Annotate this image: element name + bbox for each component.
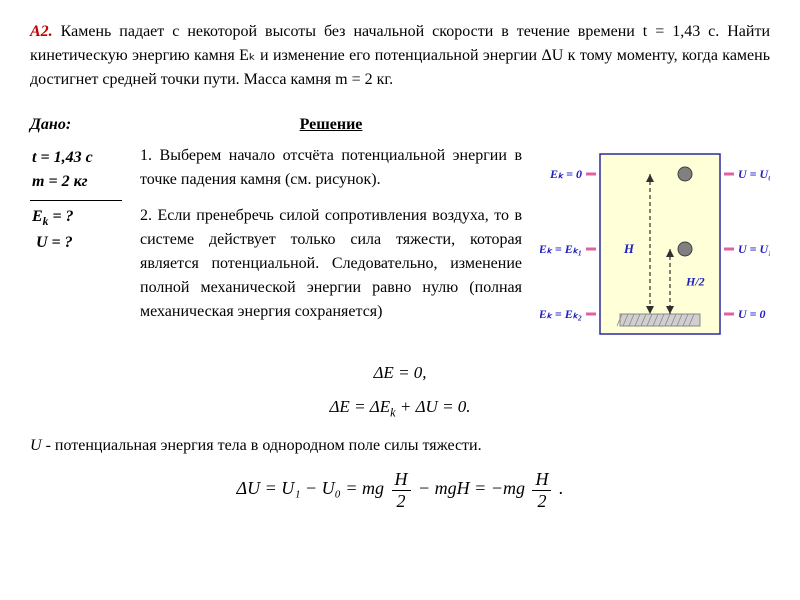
given-title: Дано: xyxy=(30,116,122,134)
solution-p1: 1. Выберем начало отсчёта потенциальной … xyxy=(140,144,522,192)
final-equation: ΔU = U₁ − U₀ = mg H 2 − mgH = −mg H 2 . xyxy=(30,469,770,512)
find-ek-rhs: = ? xyxy=(48,208,73,225)
given-m: m = 2 кг xyxy=(32,170,120,194)
fraction-h2-b: H 2 xyxy=(532,469,551,512)
potential-energy-note: U U - потенциальная энергия тела в однор… xyxy=(30,437,770,455)
svg-text:H: H xyxy=(623,241,635,256)
svg-text:Eₖ = Eₖ₁: Eₖ = Eₖ₁ xyxy=(540,242,582,256)
given-unknowns: Ek = ? U = ? xyxy=(30,201,122,259)
task-label: А2. xyxy=(30,23,53,40)
final-lhs: ΔU = U₁ − U₀ = mg xyxy=(237,478,385,498)
given-box: t = 1,43 с m = 2 кг Ek = ? U = ? xyxy=(30,142,122,259)
diagram-column: H H/2 Eₖ = 0 U = U₀ Eₖ = Eₖ₁ U = U₁ Eₖ = Eₖ₂ U … xyxy=(540,116,770,344)
problem-statement: А2. Камень падает с некоторой высоты без… xyxy=(30,20,770,92)
svg-text:H/2: H/2 xyxy=(685,275,705,289)
solution-p2: 2. Если пренебречь силой сопротивления в… xyxy=(140,204,522,324)
equations-block: ΔE = 0, ΔE = ΔEk + ΔU = 0. xyxy=(30,356,770,425)
svg-text:Eₖ = 0: Eₖ = 0 xyxy=(549,167,582,181)
given-column: Дано: t = 1,43 с m = 2 кг Ek = ? U = ? xyxy=(30,116,122,344)
final-mid: − mgH = −mg xyxy=(418,478,525,498)
note-text: - потенциальная энергия тела в однородно… xyxy=(46,437,482,454)
problem-text: Камень падает с некоторой высоты без нач… xyxy=(30,23,770,88)
solution-title: Решение xyxy=(140,116,522,134)
solution-text: 1. Выберем начало отсчёта потенциальной … xyxy=(140,144,522,324)
solution-column: Решение 1. Выберем начало отсчёта потенц… xyxy=(140,116,522,344)
equation-1: ΔE = 0, xyxy=(30,356,770,390)
find-u: U = ? xyxy=(36,234,73,251)
final-end: . xyxy=(559,478,564,498)
svg-text:Eₖ = Eₖ₂: Eₖ = Eₖ₂ xyxy=(540,307,582,321)
svg-text:U = U₁: U = U₁ xyxy=(738,242,770,256)
content-row: Дано: t = 1,43 с m = 2 кг Ek = ? U = ? Р… xyxy=(30,116,770,344)
fraction-h2-a: H 2 xyxy=(392,469,411,512)
find-ek-lhs: E xyxy=(32,208,43,225)
energy-diagram: H H/2 Eₖ = 0 U = U₀ Eₖ = Eₖ₁ U = U₁ Eₖ = Eₖ₂ U … xyxy=(540,144,770,344)
given-t: t = 1,43 с xyxy=(32,146,120,170)
svg-text:U = 0: U = 0 xyxy=(738,307,766,321)
given-knowns: t = 1,43 с m = 2 кг xyxy=(30,142,122,201)
svg-text:U = U₀: U = U₀ xyxy=(738,167,770,181)
equation-2: ΔE = ΔEk + ΔU = 0. xyxy=(30,390,770,425)
